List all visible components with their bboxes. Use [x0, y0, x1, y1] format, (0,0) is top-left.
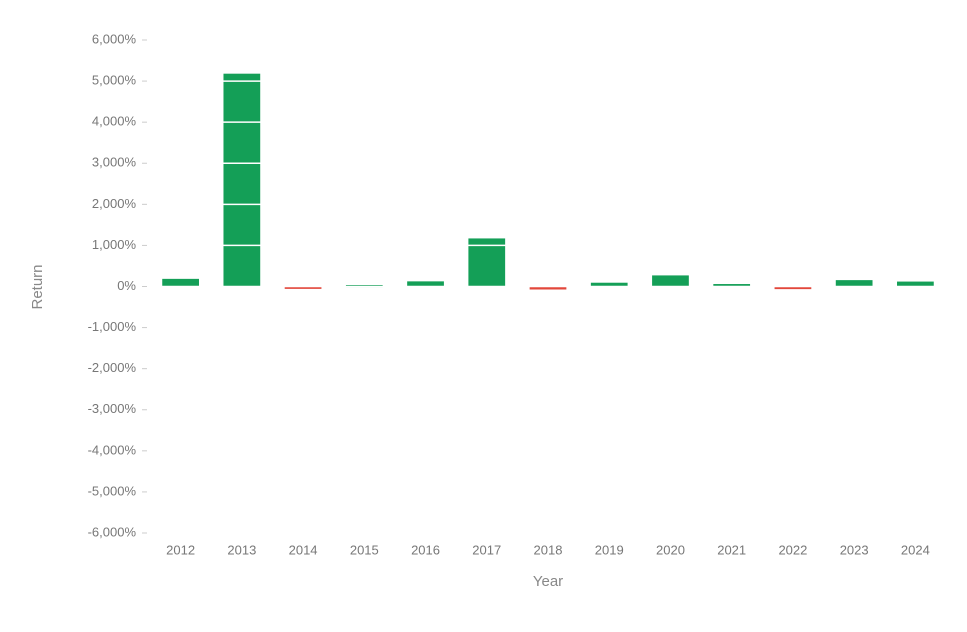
bar	[162, 278, 199, 287]
y-tick-label: -2,000%	[88, 360, 137, 375]
x-tick-label: 2012	[166, 542, 195, 557]
x-tick-label: 2013	[227, 542, 256, 557]
bar	[407, 281, 444, 287]
x-axis-label: Year	[533, 573, 563, 590]
x-tick-label: 2021	[717, 542, 746, 557]
bar	[835, 280, 873, 287]
x-tick-label: 2023	[840, 542, 869, 557]
x-tick-label: 2022	[778, 542, 807, 557]
bar	[284, 286, 322, 289]
x-tick-label: 2015	[350, 542, 379, 557]
y-tick-label: -6,000%	[88, 524, 137, 539]
y-tick-label: -1,000%	[88, 319, 137, 334]
bar	[652, 275, 689, 287]
bar	[774, 286, 812, 290]
x-tick-label: 2024	[901, 542, 930, 557]
x-tick-label: 2018	[534, 542, 563, 557]
y-tick-label: 4,000%	[92, 114, 137, 129]
x-tick-label: 2020	[656, 542, 685, 557]
y-tick-label: 3,000%	[92, 155, 137, 170]
y-tick-label: -3,000%	[88, 401, 137, 416]
x-tick-label: 2017	[472, 542, 501, 557]
bar	[223, 73, 261, 287]
y-tick-label: -4,000%	[88, 442, 137, 457]
bar	[713, 284, 751, 287]
y-tick-label: 1,000%	[92, 237, 137, 252]
y-tick-label: 6,000%	[92, 31, 137, 46]
bar	[468, 238, 506, 287]
bar	[897, 281, 934, 287]
x-tick-label: 2019	[595, 542, 624, 557]
y-tick-label: -5,000%	[88, 483, 137, 498]
bar	[529, 286, 567, 290]
y-tick-label: 2,000%	[92, 196, 137, 211]
y-tick-label: 0%	[117, 278, 136, 293]
x-tick-label: 2016	[411, 542, 440, 557]
bar	[590, 282, 628, 287]
y-tick-label: 5,000%	[92, 73, 137, 88]
x-tick-label: 2014	[289, 542, 318, 557]
y-axis-label: Return	[29, 264, 46, 309]
